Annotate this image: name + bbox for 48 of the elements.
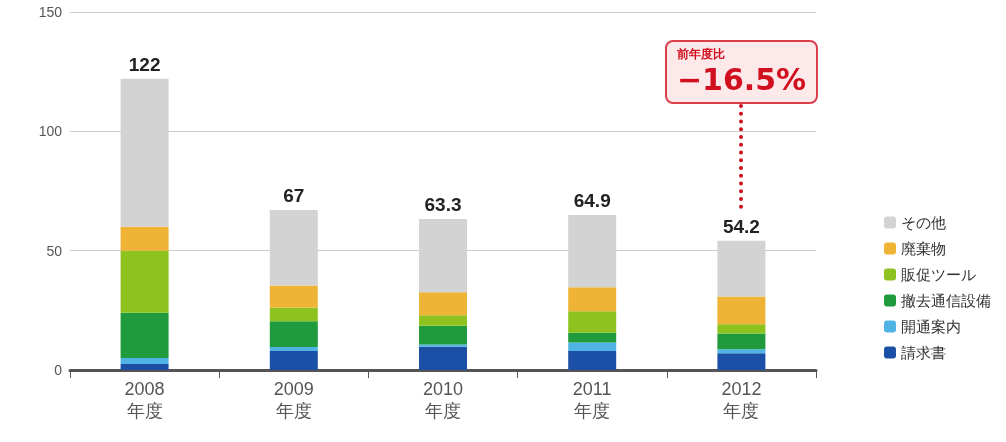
legend-label: その他 <box>901 214 946 231</box>
bar <box>269 285 318 308</box>
bar <box>717 349 766 354</box>
bar <box>120 364 169 370</box>
legend-label: 撤去通信設備 <box>901 292 991 309</box>
bar <box>568 332 617 343</box>
bar <box>568 342 617 351</box>
x-tick-label: 2008 年度 <box>124 379 165 421</box>
bar <box>419 346 467 370</box>
bar <box>568 287 617 312</box>
bar <box>717 324 766 334</box>
bar <box>419 315 467 326</box>
bar <box>120 358 169 365</box>
bar <box>568 350 617 370</box>
legend-label: 廃棄物 <box>901 240 946 257</box>
bar <box>269 350 318 370</box>
total-label: 63.3 <box>424 193 462 215</box>
bar <box>269 321 318 348</box>
legend-label: 開通案内 <box>901 318 961 335</box>
bar <box>568 311 617 333</box>
annotation: 前年度比 <box>676 46 726 62</box>
total-label: 67 <box>283 185 305 207</box>
bar <box>419 325 467 345</box>
y-tick-label: 50 <box>46 242 63 259</box>
x-tick-label: 2011 年度 <box>572 379 612 421</box>
y-tick-label: 150 <box>38 4 63 20</box>
bar <box>419 292 467 316</box>
total-label: 122 <box>128 53 161 75</box>
annotation: −16.5% <box>676 62 807 98</box>
bar <box>269 347 318 351</box>
legend-label: 請求書 <box>901 344 946 361</box>
x-tick-label: 2009 年度 <box>273 379 314 421</box>
bar <box>717 296 766 325</box>
y-tick-label: 100 <box>38 123 63 140</box>
total-label: 64.9 <box>573 190 611 212</box>
bar <box>717 333 766 350</box>
callout-box: 前年度比 −16.5% <box>664 40 819 104</box>
x-tick-label: 2010 年度 <box>422 379 464 421</box>
total-label: 54.2 <box>722 215 760 237</box>
bar <box>419 344 467 347</box>
bar <box>120 226 169 251</box>
bar <box>269 307 318 322</box>
bar <box>717 353 766 370</box>
bar <box>120 250 169 313</box>
x-tick-label: 2012 年度 <box>721 379 762 421</box>
bar <box>120 312 169 359</box>
legend-label: 販促ツール <box>901 266 976 283</box>
y-tick-label: 0 <box>54 362 63 378</box>
